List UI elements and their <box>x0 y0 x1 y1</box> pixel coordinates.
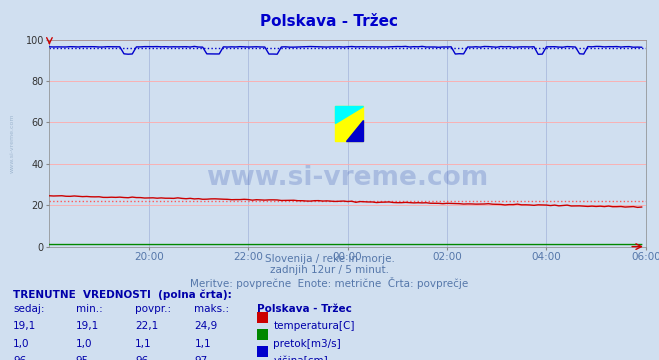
Text: 24,9: 24,9 <box>194 321 217 332</box>
Text: sedaj:: sedaj: <box>13 304 45 314</box>
Text: zadnjih 12ur / 5 minut.: zadnjih 12ur / 5 minut. <box>270 265 389 275</box>
Text: Polskava - Tržec: Polskava - Tržec <box>260 14 399 29</box>
Text: 1,0: 1,0 <box>13 339 30 349</box>
Text: Slovenija / reke in morje.: Slovenija / reke in morje. <box>264 254 395 264</box>
Text: višina[cm]: višina[cm] <box>273 356 328 360</box>
Text: 1,1: 1,1 <box>135 339 152 349</box>
Text: www.si-vreme.com: www.si-vreme.com <box>206 165 489 191</box>
Text: 22,1: 22,1 <box>135 321 158 332</box>
Text: maks.:: maks.: <box>194 304 229 314</box>
Text: 95: 95 <box>76 356 89 360</box>
Text: povpr.:: povpr.: <box>135 304 171 314</box>
Text: temperatura[C]: temperatura[C] <box>273 321 355 332</box>
Text: 96: 96 <box>13 356 26 360</box>
Text: Meritve: povprečne  Enote: metrične  Črta: povprečje: Meritve: povprečne Enote: metrične Črta:… <box>190 277 469 289</box>
Text: www.si-vreme.com: www.si-vreme.com <box>10 113 15 173</box>
Polygon shape <box>335 106 363 123</box>
Bar <box>335 106 363 141</box>
Text: Polskava - Tržec: Polskava - Tržec <box>257 304 352 314</box>
Text: 96: 96 <box>135 356 148 360</box>
Text: 97: 97 <box>194 356 208 360</box>
Text: 19,1: 19,1 <box>13 321 36 332</box>
Polygon shape <box>346 120 363 141</box>
Text: 1,0: 1,0 <box>76 339 92 349</box>
Text: min.:: min.: <box>76 304 103 314</box>
Text: pretok[m3/s]: pretok[m3/s] <box>273 339 341 349</box>
Text: TRENUTNE  VREDNOSTI  (polna črta):: TRENUTNE VREDNOSTI (polna črta): <box>13 290 232 300</box>
Text: 19,1: 19,1 <box>76 321 99 332</box>
Text: 1,1: 1,1 <box>194 339 211 349</box>
